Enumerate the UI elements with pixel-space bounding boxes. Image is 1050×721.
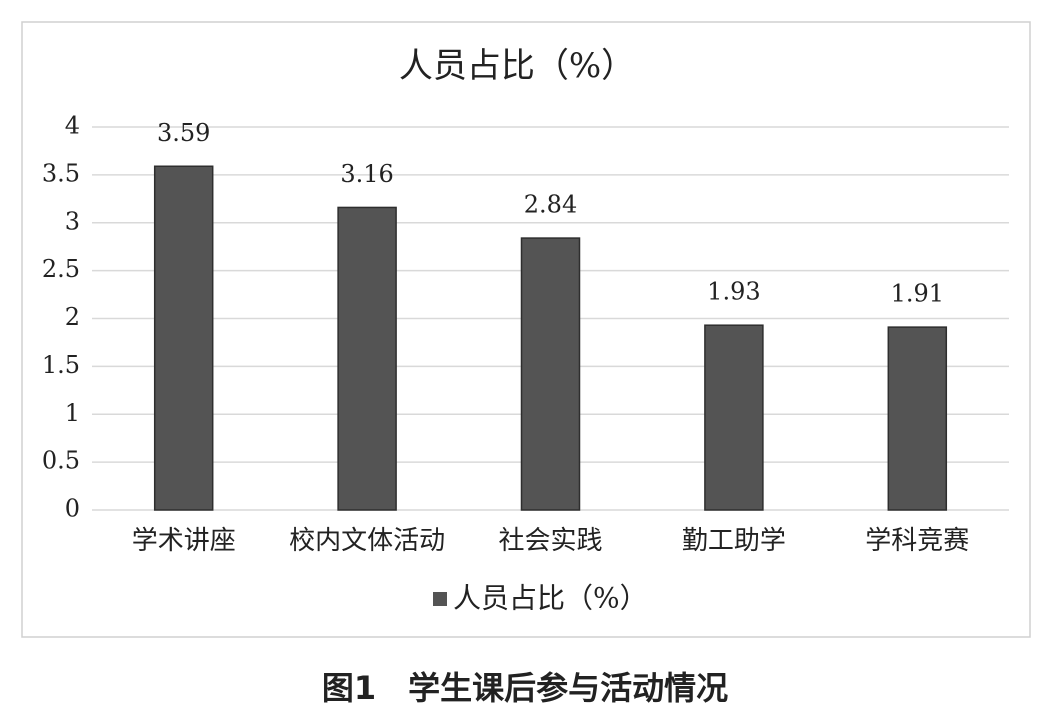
- y-tick-label: 0: [65, 495, 80, 523]
- chart-title: 人员占比（%）: [399, 46, 635, 86]
- bar: [520, 237, 581, 511]
- legend-swatch: [433, 592, 447, 606]
- y-tick-label: 2: [65, 303, 80, 331]
- y-tick-label: 4: [65, 112, 80, 140]
- x-tick-label: 勤工助学: [682, 526, 786, 556]
- y-tick-label: 2.5: [42, 255, 80, 283]
- data-label: 1.93: [707, 278, 760, 306]
- y-tick-label: 3.5: [42, 159, 80, 187]
- x-tick-label: 学术讲座: [132, 526, 236, 556]
- data-label: 3.59: [157, 119, 210, 147]
- y-tick-label: 1: [65, 399, 80, 427]
- x-tick-label: 校内文体活动: [289, 526, 445, 556]
- bar: [704, 324, 764, 511]
- data-label: 2.84: [524, 191, 577, 219]
- y-tick-label: 3: [65, 207, 80, 235]
- legend-label: 人员占比（%）: [453, 582, 648, 615]
- x-tick-label: 社会实践: [498, 526, 602, 556]
- data-label: 3.16: [340, 160, 393, 188]
- caption: 图1 学生课后参与活动情况: [322, 669, 728, 707]
- bar: [887, 326, 948, 511]
- y-tick-label: 0.5: [42, 447, 80, 475]
- data-label: 1.91: [891, 280, 944, 308]
- bar: [153, 165, 214, 511]
- y-tick-label: 1.5: [42, 351, 80, 379]
- bar: [337, 206, 397, 511]
- x-tick-label: 学科竞赛: [865, 526, 969, 556]
